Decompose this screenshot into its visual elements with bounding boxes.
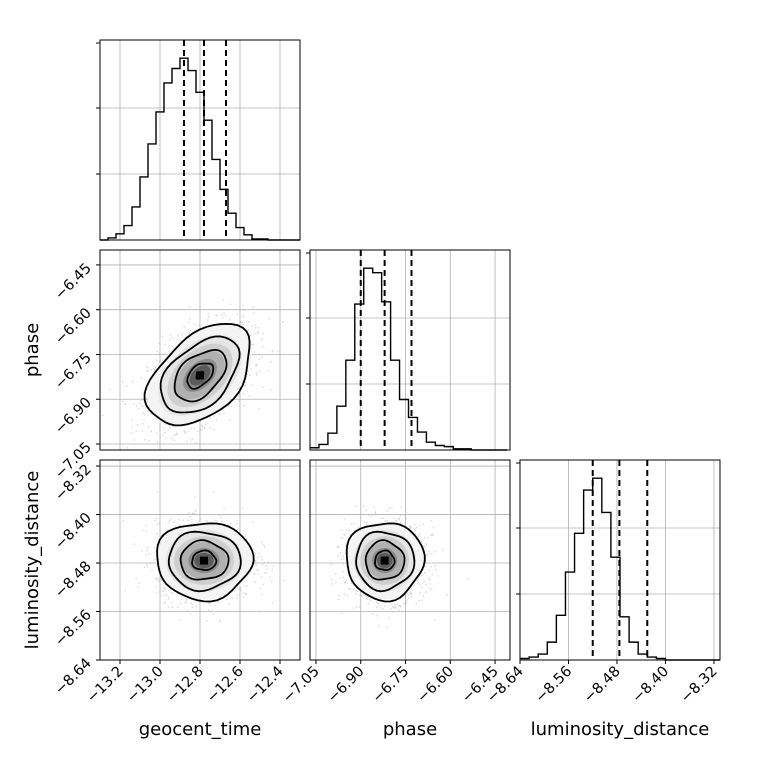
- y-tick-label: −6.45: [52, 260, 95, 303]
- density-peak: [380, 556, 389, 565]
- x-tick-label: −8.40: [630, 664, 673, 707]
- histogram-step-geocent_time: [100, 57, 300, 241]
- contour-line: [355, 530, 416, 593]
- x-tick-label: −13.0: [124, 664, 167, 707]
- x-tick-label: −8.32: [678, 664, 721, 707]
- histogram-geocent_time: [96, 39, 301, 241]
- x-axis-luminosity_distance: −8.64 −8.56 −8.48 −8.40 −8.32luminosity_dist…: [484, 660, 721, 740]
- y-tick-label: −8.40: [52, 510, 95, 553]
- panel-frame: [519, 459, 721, 661]
- panel-frame: [99, 249, 301, 451]
- contour-line: [167, 530, 242, 593]
- x-tick-label: −8.56: [533, 664, 576, 707]
- x-tick-label: −8.48: [581, 664, 624, 707]
- x-tick-label: −12.8: [164, 664, 207, 707]
- histogram-step-phase: [310, 267, 508, 451]
- x-tick-label: −6.60: [414, 664, 457, 707]
- contour-line: [156, 522, 255, 603]
- x-axis-label-geocent_time: geocent_time: [139, 719, 262, 740]
- y-axis-luminosity_distance: −8.64−8.56−8.48−8.40−8.32luminosity_dist…: [22, 462, 100, 698]
- joint-geocent_time-luminosity_distance: [99, 459, 301, 661]
- y-tick-label: −8.56: [52, 607, 95, 650]
- density-peak: [196, 371, 204, 380]
- panel-frame: [309, 459, 511, 661]
- x-axis-label-phase: phase: [383, 719, 437, 740]
- density-peak: [200, 556, 208, 565]
- contour-line: [173, 348, 228, 403]
- y-tick-label: −6.75: [52, 350, 95, 393]
- y-axis-label-luminosity_distance: luminosity_distance: [22, 471, 43, 650]
- contour-line: [345, 522, 426, 603]
- contour-line: [179, 539, 230, 581]
- x-tick-label: −6.75: [370, 664, 413, 707]
- joint-phase-luminosity_distance: [309, 459, 511, 661]
- y-tick-label: −6.60: [52, 305, 95, 348]
- contour-line: [186, 362, 215, 390]
- x-tick-label: −12.4: [244, 664, 287, 707]
- contour-line: [143, 322, 251, 427]
- panel-frame: [99, 39, 301, 241]
- histogram-phase: [306, 249, 511, 451]
- panel-frame: [309, 249, 511, 451]
- contour-line: [374, 549, 396, 571]
- contour-line: [364, 539, 406, 581]
- x-axis-label-luminosity_distance: luminosity_distance: [531, 719, 710, 740]
- x-tick-label: −12.6: [204, 664, 247, 707]
- x-tick-label: −7.05: [280, 664, 323, 707]
- contour-line: [191, 549, 218, 571]
- contour-line: [159, 335, 241, 414]
- joint-geocent_time-phase: [99, 249, 301, 451]
- y-tick-label: −8.48: [52, 559, 95, 602]
- y-axis-label-phase: phase: [22, 323, 43, 377]
- histogram-luminosity_distance: [516, 459, 721, 661]
- y-tick-label: −6.90: [52, 395, 95, 438]
- x-tick-label: −6.90: [325, 664, 368, 707]
